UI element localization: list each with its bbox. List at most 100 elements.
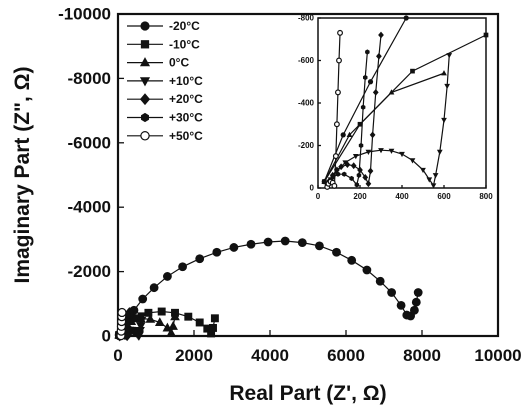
point-minus20c [195, 254, 205, 264]
point-0c [170, 311, 180, 321]
point-minus20c [411, 297, 421, 307]
x-tick-label: 4000 [251, 346, 289, 365]
inset-point-plus10c [430, 183, 437, 189]
point-minus10c [203, 324, 212, 333]
inset-point-plus50c [333, 121, 340, 128]
legend-marker-minus20c [140, 21, 150, 31]
point-0c [145, 313, 156, 323]
inset-point-plus30c [349, 175, 354, 182]
inset-point-plus10c [420, 167, 426, 174]
x-tick-label: 200 [353, 192, 367, 201]
point-minus20c [229, 243, 239, 252]
inset-point-plus20c [350, 162, 357, 170]
x-tick-label: 400 [395, 192, 409, 201]
point-0c [166, 327, 177, 337]
y-tick-label: -8000 [68, 69, 111, 88]
legend-label-minus10c: -10°C [169, 37, 200, 51]
x-tick-label: 2000 [175, 346, 213, 365]
inset-point-0c [388, 89, 395, 95]
inset-point-plus10c [409, 158, 416, 164]
inset-point-plus10c [388, 148, 395, 154]
x-tick-label: 8000 [403, 346, 441, 365]
inset-point-plus30c [365, 49, 370, 55]
point-minus10c [144, 308, 153, 317]
point-minus20c [297, 238, 307, 248]
legend-label-0c: 0°C [169, 56, 189, 70]
inset-point-plus30c [341, 171, 347, 177]
inset-point-minus20c [340, 132, 346, 138]
point-0c [168, 321, 178, 330]
main-series-lines [118, 240, 419, 338]
inset-point-plus50c [332, 153, 339, 160]
inset-point-plus20c [372, 88, 379, 96]
inset-point-plus20c [376, 52, 382, 60]
y-tick-label: 0 [102, 327, 111, 346]
x-axis-label: Real Part (Z', Ω) [229, 382, 386, 405]
legend-marker-plus10c [139, 77, 151, 87]
point-minus10c [210, 314, 219, 323]
point-minus10c [184, 312, 193, 321]
line-minus20c [118, 240, 419, 336]
main-axis-ticks: 0 2000 4000 6000 8000 100000-2000-4000-6000-8… [58, 5, 522, 366]
x-tick-label: 10000 [474, 346, 521, 365]
point-plus50c [117, 307, 127, 318]
inset-point-plus20c [344, 161, 351, 169]
inset-point-plus30c [335, 171, 341, 177]
inset-point-minus10c [410, 68, 415, 74]
inset-point-plus30c [362, 74, 368, 81]
point-minus20c [280, 236, 290, 246]
plot-frame [116, 12, 500, 338]
x-tick-label: 0 [113, 346, 122, 365]
point-minus20c [149, 283, 159, 293]
y-tick-label: -400 [298, 99, 315, 108]
inset-line-plus10c [326, 55, 450, 187]
legend-label-plus30c: +30°C [169, 111, 203, 125]
legend-label-plus10c: +10°C [169, 74, 203, 88]
inset-point-plus10c [342, 160, 349, 166]
point-minus10c [131, 314, 140, 323]
inset-point-minus10c [357, 121, 363, 127]
y-axis-label: Imaginary Part (Z", Ω) [11, 66, 34, 283]
inset-point-plus20c [334, 166, 340, 174]
inset-point-plus50c [337, 29, 343, 36]
legend-marker-plus20c [139, 93, 151, 106]
y-tick-label: 0 [310, 184, 315, 193]
point-plus10c [136, 312, 147, 322]
inset-point-plus10c [426, 177, 433, 183]
inset-point-plus10c [444, 83, 451, 90]
inset-axis-ticks: 0 200 400 600 800 0 -200 -400 -600 -800 [298, 14, 493, 202]
point-minus20c [347, 255, 357, 265]
inset-point-plus20c [369, 131, 376, 139]
inset-point-0c [441, 70, 447, 76]
inset-point-plus10c [365, 149, 372, 155]
x-tick-label: 6000 [327, 346, 365, 365]
point-plus10c [135, 327, 145, 336]
inset-point-0c [321, 178, 328, 184]
point-minus20c [362, 265, 372, 275]
y-tick-label: -800 [298, 14, 315, 23]
inset-point-plus30c [358, 142, 364, 149]
inset-point-plus10c [432, 173, 439, 179]
point-minus20c [396, 301, 406, 310]
inset-point-plus20c [378, 31, 384, 39]
y-tick-label: -2000 [68, 262, 111, 281]
inset-point-minus10c [483, 32, 489, 38]
x-tick-label: 0 [316, 192, 321, 201]
point-minus20c [263, 237, 273, 247]
point-minus20c [246, 239, 256, 249]
point-minus20c [315, 241, 324, 251]
point-plus10c [136, 317, 147, 326]
legend-marker-minus10c [140, 40, 150, 49]
point-0c [154, 317, 165, 326]
y-tick-label: -6000 [68, 133, 111, 152]
legend-label-plus50c: +50°C [169, 129, 203, 143]
point-minus20c [178, 262, 188, 272]
point-minus20c [410, 305, 419, 315]
inset-frame [317, 17, 487, 189]
inset-point-plus10c [446, 53, 453, 59]
inset-point-plus10c [441, 117, 447, 124]
legend-label-plus20c: +20°C [169, 92, 203, 106]
point-minus10c [195, 318, 204, 327]
inset-point-plus10c [352, 154, 359, 160]
legend-marker-0c [139, 57, 151, 67]
